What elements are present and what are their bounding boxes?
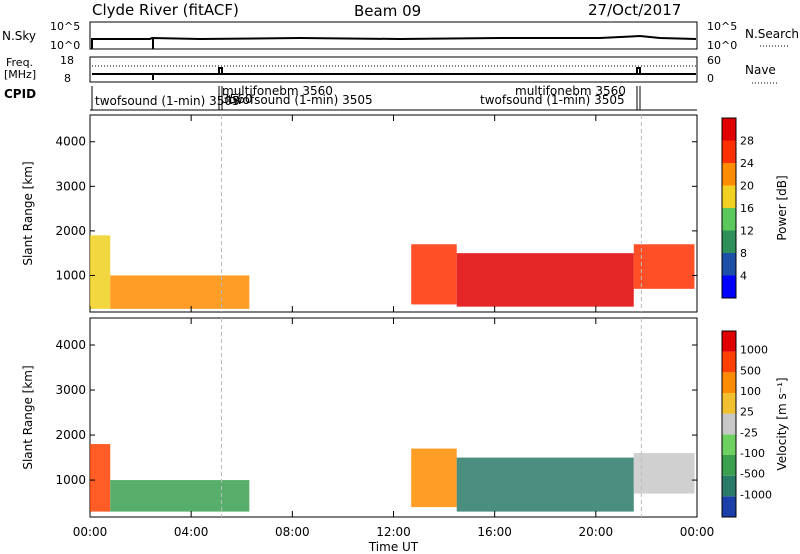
- power-colorbar-segment: [722, 253, 736, 276]
- power-colorbar-segment: [722, 275, 736, 298]
- velocity-y-tick-label: 3000: [55, 383, 86, 397]
- power-colorbar-label: Power [dB]: [775, 175, 789, 240]
- velocity-colorbar-tick-label: 100: [740, 385, 761, 398]
- power-colorbar-tick-label: 28: [740, 135, 754, 148]
- power-colorbar-tick-label: 8: [740, 247, 747, 260]
- power-colorbar-segment: [722, 230, 736, 253]
- velocity-colorbar-tick-label: 25: [740, 406, 754, 419]
- beam-title: Beam 09: [354, 2, 421, 20]
- x-tick-label: 20:00: [579, 525, 614, 539]
- velocity-data-region: [411, 448, 457, 508]
- freq-tick-bottom: 8: [64, 72, 71, 85]
- nave-tick-top: 60: [707, 54, 721, 67]
- velocity-y-tick-label: 1000: [55, 473, 86, 487]
- cpid-entry-1: twofsound (1-min) 3505: [95, 94, 240, 108]
- nsearch-label: N.Search: [745, 27, 799, 41]
- velocity-colorbar-segment: [722, 393, 736, 414]
- velocity-colorbar-segment: [722, 413, 736, 435]
- x-tick-label: 08:00: [275, 525, 310, 539]
- velocity-y-tick-label: 2000: [55, 428, 86, 442]
- power-data-region: [110, 275, 250, 309]
- power-colorbar-tick-label: 16: [740, 202, 754, 215]
- freq-label-line2: [MHz]: [4, 68, 36, 81]
- nsky-trace: [92, 34, 697, 41]
- velocity-colorbar-segment: [722, 351, 736, 373]
- chart-layer: 1000 2000 3000 4000 Slant Range [km] 4 8 12 16 20…: [21, 114, 789, 554]
- nave-label: Nave: [745, 63, 776, 77]
- velocity-colorbar-tick-label: -100: [740, 447, 765, 460]
- velocity-data-region: [110, 480, 250, 512]
- x-tick-label: 12:00: [376, 525, 411, 539]
- power-y-tick-label: 1000: [55, 268, 86, 282]
- power-colorbar-frame: [721, 117, 737, 299]
- velocity-colorbar-segment: [722, 372, 736, 393]
- cpid-entry-3: 3560: [222, 92, 253, 106]
- power-colorbar-segment: [722, 118, 736, 141]
- x-tick-label: 04:00: [174, 525, 209, 539]
- velocity-colorbar-label: Velocity [m s⁻¹]: [775, 377, 789, 470]
- cpid-entry-2: multifonebm 3560: [222, 84, 333, 98]
- power-colorbar-segment: [722, 208, 736, 231]
- power-data-region: [411, 244, 457, 305]
- velocity-colorbar-segment: [722, 496, 736, 517]
- nave-tick-bottom: 0: [707, 72, 714, 85]
- power-y-tick-label: 3000: [55, 179, 86, 193]
- power-colorbar-tick-label: 24: [740, 157, 754, 170]
- power-y-axis-label: Slant Range [km]: [21, 161, 35, 265]
- freq-spike-3: [636, 67, 641, 74]
- x-tick-label: 00:00: [73, 525, 108, 539]
- velocity-colorbar-tick-label: -25: [740, 426, 758, 439]
- power-data-region: [633, 244, 695, 289]
- velocity-data-region: [90, 444, 111, 512]
- nsearch-tick-bottom: 10^0: [707, 39, 737, 52]
- freq-panel-frame: [89, 56, 698, 83]
- velocity-colorbar-tick-label: 500: [740, 364, 761, 377]
- power-colorbar-tick-label: 20: [740, 180, 754, 193]
- power-colorbar-tick-label: 12: [740, 225, 754, 238]
- velocity-colorbar-segment: [722, 475, 736, 497]
- freq-tick-top: 18: [60, 54, 74, 67]
- velocity-y-axis-label: Slant Range [km]: [21, 365, 35, 469]
- cpid-entry-6: twofsound (1-min) 3505: [480, 93, 625, 107]
- cpid-entry-4: twofsound (1-min) 3505: [228, 93, 373, 107]
- nsky-label: N.Sky: [2, 29, 36, 43]
- date-title: 27/Oct/2017: [588, 1, 681, 19]
- freq-spike-2: [218, 67, 223, 74]
- velocity-data-region: [456, 457, 634, 512]
- nsearch-tick-top: 10^5: [707, 20, 737, 33]
- power-colorbar-segment: [722, 140, 736, 163]
- power-colorbar-segment: [722, 163, 736, 186]
- nsky-panel-frame: [89, 21, 698, 50]
- x-tick-label: 16:00: [477, 525, 512, 539]
- power-data-region: [90, 235, 111, 309]
- velocity-y-tick-label: 4000: [55, 338, 86, 352]
- power-data-region: [456, 253, 634, 307]
- cpid-label: CPID: [4, 87, 36, 101]
- power-y-tick-label: 4000: [55, 135, 86, 149]
- velocity-colorbar-tick-label: -1000: [740, 488, 772, 501]
- velocity-colorbar-segment: [722, 331, 736, 352]
- power-colorbar-segment: [722, 185, 736, 208]
- freq-label-line1: Freq.: [6, 56, 33, 69]
- cpid-entry-5: multifonebm 3560: [515, 84, 626, 98]
- velocity-colorbar-segment: [722, 434, 736, 455]
- nsky-tick-bottom: 10^0: [50, 39, 80, 52]
- power-y-tick-label: 2000: [55, 224, 86, 238]
- velocity-data-region: [633, 453, 695, 494]
- velocity-colorbar-segment: [722, 455, 736, 476]
- velocity-colorbar-tick-label: 1000: [740, 344, 768, 357]
- station-title: Clyde River (fitACF): [92, 1, 239, 19]
- nsky-tick-top: 10^5: [50, 20, 80, 33]
- x-tick-label: 00:00: [680, 525, 715, 539]
- velocity-colorbar-frame: [721, 330, 737, 518]
- x-axis-label: Time UT: [368, 540, 419, 554]
- power-colorbar-tick-label: 4: [740, 270, 747, 283]
- velocity-colorbar-tick-label: -500: [740, 468, 765, 481]
